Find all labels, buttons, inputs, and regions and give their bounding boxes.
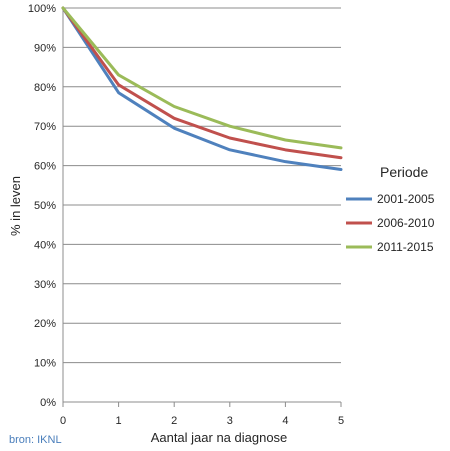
x-tick-label: 5 bbox=[338, 415, 344, 427]
y-tick-label: 10% bbox=[34, 358, 56, 370]
x-tick-label: 2 bbox=[171, 415, 177, 427]
y-tick-label: 70% bbox=[34, 121, 56, 133]
legend-title: Periode bbox=[380, 164, 428, 180]
series-line-2011-2015 bbox=[61, 6, 343, 150]
y-tick-label: 50% bbox=[34, 200, 56, 212]
y-tick-label: 20% bbox=[34, 318, 56, 330]
x-axis-label: Aantal jaar na diagnose bbox=[151, 430, 288, 445]
x-tick-label: 3 bbox=[227, 415, 233, 427]
y-tick-label: 100% bbox=[28, 3, 56, 15]
y-tick-label: 30% bbox=[34, 279, 56, 291]
y-tick-label: 90% bbox=[34, 42, 56, 54]
legend-entry: 2006-2010 bbox=[377, 216, 435, 230]
x-tick-label: 0 bbox=[60, 415, 66, 427]
legend-entry: 2001-2005 bbox=[377, 192, 435, 206]
y-tick-label: 80% bbox=[34, 82, 56, 94]
series-lines bbox=[61, 6, 343, 172]
legend: Periode 2001-2005 2006-2010 2011-2015 bbox=[346, 164, 435, 254]
series-line-2001-2005 bbox=[61, 6, 343, 172]
y-axis-label: % in leven bbox=[8, 176, 23, 236]
x-tick-label: 4 bbox=[282, 415, 288, 427]
y-tick-labels: 0% 10% 20% 30% 40% 50% 60% 70% 80% 90% 100% bbox=[28, 3, 56, 409]
y-tick-label: 0% bbox=[40, 397, 56, 409]
y-tick-label: 40% bbox=[34, 239, 56, 251]
x-tick-labels: 0 1 2 3 4 5 bbox=[60, 415, 344, 427]
source-note: bron: IKNL bbox=[9, 434, 62, 446]
x-tick-label: 1 bbox=[116, 415, 122, 427]
gridlines bbox=[63, 7, 341, 364]
series-line-2006-2010 bbox=[61, 6, 343, 160]
y-tick-label: 60% bbox=[34, 161, 56, 173]
axes bbox=[62, 8, 342, 407]
legend-entry: 2011-2015 bbox=[377, 240, 434, 254]
